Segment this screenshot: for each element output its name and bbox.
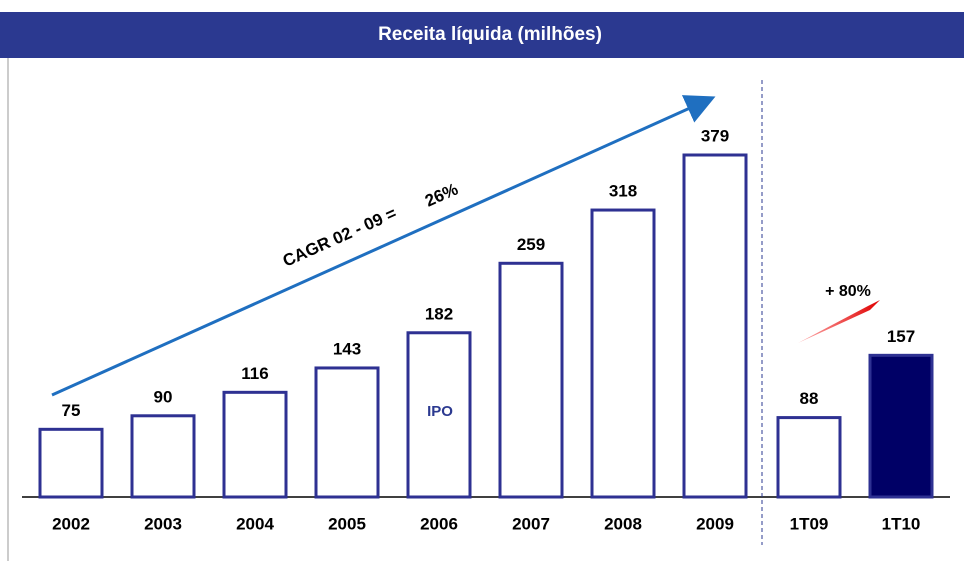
cagr-value: 26% — [422, 179, 461, 210]
value-label: 88 — [800, 389, 819, 408]
value-label: 259 — [517, 235, 545, 254]
x-tick-label: 1T10 — [882, 514, 921, 533]
growth-arrow — [798, 300, 880, 343]
x-tick-label: 2003 — [144, 514, 182, 533]
value-label: 182 — [425, 304, 453, 323]
value-label: 318 — [609, 182, 637, 201]
bar — [314, 366, 380, 499]
chart-title: Receita líquida (milhões) — [378, 24, 602, 45]
x-tick-label: 2002 — [52, 514, 90, 533]
ipo-label: IPO — [427, 403, 453, 420]
bar — [590, 208, 656, 499]
value-label: 116 — [241, 364, 268, 383]
x-tick-label: 1T09 — [790, 514, 829, 533]
x-tick-label: 2009 — [696, 514, 734, 533]
value-label: 143 — [333, 339, 361, 358]
bar — [38, 427, 104, 499]
x-tick-label: 2004 — [236, 514, 274, 533]
bar — [406, 331, 472, 499]
value-label: 379 — [701, 126, 729, 145]
bar — [222, 390, 288, 499]
value-label: 90 — [154, 387, 173, 406]
bar — [868, 353, 934, 499]
bar — [682, 153, 748, 499]
value-label: 75 — [62, 401, 81, 420]
x-tick-label: 2008 — [604, 514, 642, 533]
bar — [130, 414, 196, 499]
title-bar — [0, 12, 964, 58]
bar — [776, 416, 842, 499]
x-tick-label: 2005 — [328, 514, 366, 533]
x-tick-label: 2007 — [512, 514, 550, 533]
cagr-label: CAGR 02 - 09 = — [280, 203, 400, 270]
bar — [498, 261, 564, 499]
x-tick-label: 2006 — [420, 514, 458, 533]
value-label: 157 — [887, 327, 915, 346]
cagr-arrow — [51, 95, 716, 397]
growth-label: + 80% — [825, 283, 871, 300]
